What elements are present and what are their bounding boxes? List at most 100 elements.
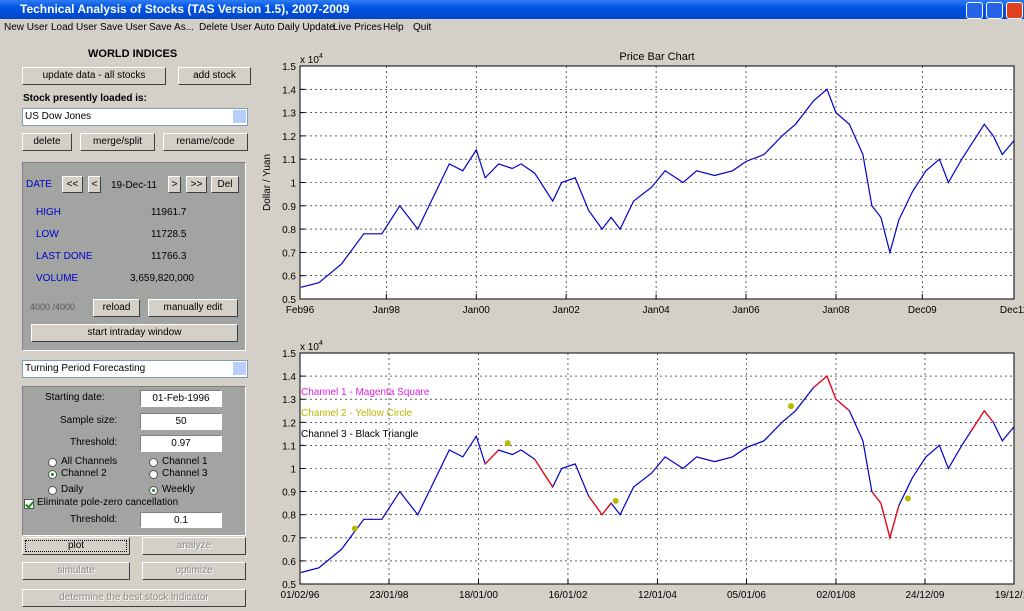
nav-button[interactable]: << [62, 176, 83, 193]
close-button[interactable] [1006, 2, 1023, 19]
y-tick-label: 0.5 [282, 580, 296, 591]
plot-frame [299, 352, 1015, 585]
x-tick-label: 23/01/98 [370, 590, 409, 601]
price-line [300, 375, 1015, 574]
radio[interactable] [149, 458, 158, 467]
x-tick-label: Dec09 [908, 305, 937, 316]
del-button[interactable]: Del [211, 176, 239, 193]
x-tick-label: Jan04 [642, 305, 670, 316]
x-tick-label: 19/12/11 [995, 590, 1024, 601]
radio-label: Weekly [162, 484, 195, 495]
simulate-button[interactable]: simulate [22, 562, 130, 580]
x-tick-label: 01/02/96 [281, 590, 320, 601]
menu-item[interactable]: Save As... [149, 22, 195, 33]
text-input[interactable]: 0.97 [140, 435, 222, 452]
add-button[interactable]: add stock [178, 67, 251, 85]
menu-item[interactable]: Help [383, 22, 404, 33]
text-input[interactable]: 01-Feb-1996 [140, 390, 222, 407]
checkbox[interactable] [24, 499, 34, 509]
y-tick-label: 0.6 [282, 272, 296, 283]
y-tick-label: 1.4 [282, 372, 296, 383]
plot-button[interactable]: plot [22, 537, 130, 555]
date-panel [22, 162, 246, 351]
y-tick-label: 0.7 [282, 534, 296, 545]
y-tick-label: 0.9 [282, 202, 296, 213]
radio[interactable] [149, 486, 158, 495]
reload-button[interactable]: reload [93, 299, 140, 317]
menu-item[interactable]: New User [4, 22, 48, 33]
nav-button[interactable]: > [168, 176, 181, 193]
y-tick-label: 1.5 [282, 349, 296, 360]
checkbox-label: Eliminate pole-zero cancellation [37, 497, 179, 508]
input-label: Threshold: [70, 514, 118, 525]
x-tick-label: 16/01/02 [549, 590, 588, 601]
y-tick-label: 0.8 [282, 225, 296, 236]
y-tick-label: 1.3 [282, 395, 296, 406]
annotation: Channel 2 - Yellow Circle [301, 408, 413, 419]
marker [351, 525, 358, 532]
best-indicator-button[interactable]: determine the best stock indicator [22, 589, 246, 607]
menu-item[interactable]: Delete User [199, 22, 252, 33]
x-tick-label: 02/01/08 [816, 590, 855, 601]
input-label: Starting date: [45, 392, 105, 403]
y-tick-label: 1.4 [282, 85, 296, 96]
price-line [300, 88, 1015, 288]
menu-item[interactable]: Quit [413, 22, 432, 33]
y-tick-label: 1.1 [282, 441, 296, 452]
radio[interactable] [48, 486, 57, 495]
input-label: Sample size: [60, 415, 118, 426]
intraday-button[interactable]: start intraday window [31, 324, 238, 342]
plot-frame [299, 65, 1015, 300]
x-tick-label: Jan98 [373, 305, 401, 316]
radio[interactable] [48, 470, 57, 479]
radio[interactable] [149, 470, 158, 479]
radio-label: Channel 3 [162, 468, 208, 479]
radio-label: All Channels [61, 456, 118, 467]
stock-dropdown[interactable]: US Dow Jones [22, 108, 248, 126]
text-input[interactable]: 0.1 [140, 512, 222, 528]
marker [504, 440, 511, 447]
marker [612, 497, 619, 504]
record-count: 4000 /4000 [30, 302, 76, 312]
chart-title: Price Bar Chart [619, 51, 694, 63]
field-label: LAST DONE [36, 251, 93, 262]
field-label: VOLUME [36, 273, 79, 284]
y-tick-label: 1.5 [282, 62, 296, 73]
optimize-button[interactable]: optimize [142, 562, 246, 580]
merge-button[interactable]: merge/split [80, 133, 155, 151]
minimize-button[interactable] [966, 2, 983, 19]
update-button[interactable]: update data - all stocks [22, 67, 166, 85]
menu-item[interactable]: Save User [100, 22, 147, 33]
x-tick-label: 12/01/04 [638, 590, 677, 601]
y-tick-label: 1.2 [282, 418, 296, 429]
axis-multiplier-exponent: 4 [319, 53, 323, 60]
nav-button[interactable]: < [88, 176, 101, 193]
maximize-button[interactable] [986, 2, 1003, 19]
date-label: DATE [26, 179, 52, 190]
nav-button[interactable]: >> [186, 176, 207, 193]
input-label: Threshold: [70, 437, 118, 448]
menu-item[interactable]: Live Prices [333, 22, 382, 33]
x-tick-label: 05/01/06 [727, 590, 766, 601]
price-line [484, 375, 994, 541]
menu-item[interactable]: Auto Daily Update [254, 22, 335, 33]
y-tick-label: 0.7 [282, 248, 296, 259]
settings-panel [22, 386, 246, 536]
method-dropdown[interactable]: Turning Period Forecasting [22, 360, 248, 378]
edit-button[interactable]: manually edit [148, 299, 238, 317]
text-input[interactable]: 50 [140, 413, 222, 430]
radio-label: Channel 2 [61, 468, 107, 479]
radio-label: Channel 1 [162, 456, 208, 467]
field-value: 3,659,820,000 [130, 273, 194, 284]
radio[interactable] [48, 458, 57, 467]
annotation: Channel 3 - Black Triangle [301, 429, 419, 440]
menu-item[interactable]: Load User [51, 22, 98, 33]
title-bar: Technical Analysis of Stocks (TAS Versio… [0, 0, 1024, 19]
y-tick-label: 0.5 [282, 295, 296, 306]
delete-button[interactable]: delete [22, 133, 72, 151]
current-date: 19-Dec-11 [111, 180, 157, 191]
analyze-button[interactable]: analyze [142, 537, 246, 555]
rename-button[interactable]: rename/code [163, 133, 248, 151]
